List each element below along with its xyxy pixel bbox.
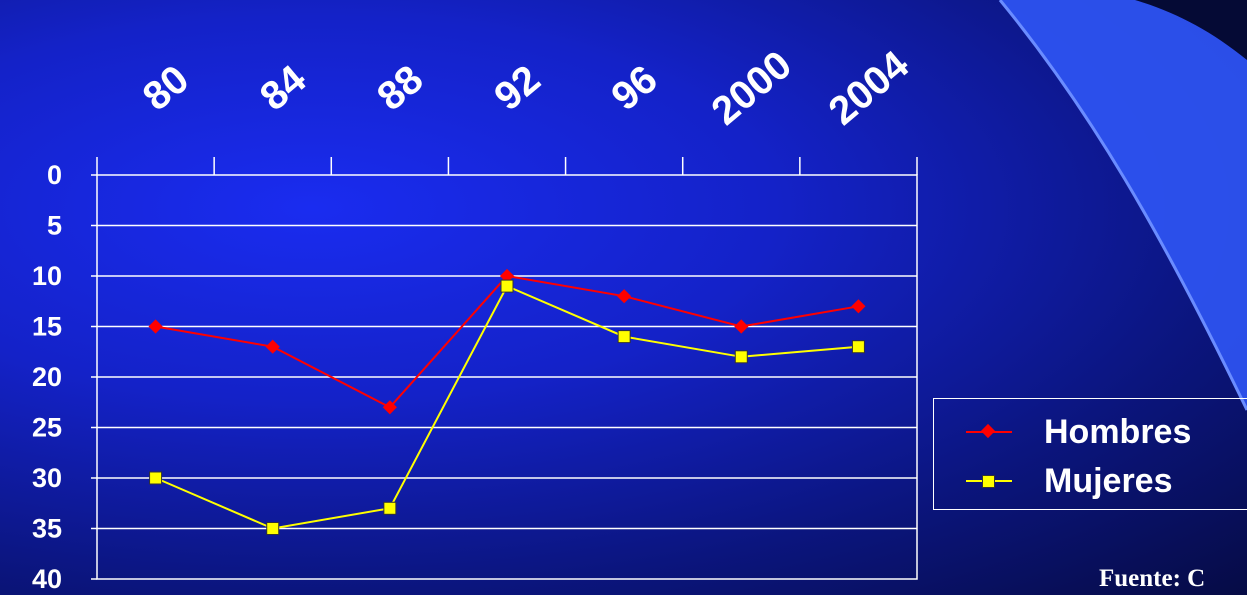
data-point-hombres [499,268,515,284]
data-point-hombres [617,289,632,304]
legend-label-hombres: Hombres [1044,413,1192,451]
y-tick-label: 20 [32,362,62,392]
deco-dark-wedge [1135,0,1247,60]
y-tick-label: 35 [32,514,62,544]
data-point-mujeres [734,350,748,364]
data-point-hombres [382,400,397,415]
data-point-hombres [148,319,163,334]
data-series [148,268,866,535]
data-point-hombres [734,319,749,334]
series-line-mujeres [155,284,859,530]
y-tick-label: 40 [32,564,62,594]
x-tick-label: 2000 [703,43,799,134]
legend-item-hombres: Hombres [934,410,1247,454]
y-tick-label: 30 [32,463,62,493]
data-point-mujeres [383,501,397,515]
data-point-hombres [265,339,280,354]
data-point-mujeres [617,330,631,344]
legend-item-mujeres: Mujeres [934,459,1247,503]
chart-legend: Hombres Mujeres [933,398,1247,510]
data-point-hombres [851,299,866,314]
x-tick-label: 92 [486,57,548,119]
y-tick-label: 10 [32,261,62,291]
series-line-hombres [155,274,859,409]
y-tick-label: 15 [32,312,62,342]
x-tick-label: 2004 [821,42,918,133]
x-tick-label: 96 [603,57,665,119]
x-tick-label: 88 [369,57,431,119]
legend-square-marker-icon [982,475,995,488]
legend-label-mujeres: Mujeres [1044,462,1173,500]
data-point-mujeres [851,340,865,354]
y-tick-label: 0 [47,160,62,190]
source-note: Fuente: C [1099,565,1206,592]
y-tick-label: 5 [47,211,62,241]
x-tick-label: 80 [135,57,197,119]
y-tick-label: 25 [32,413,62,443]
legend-diamond-marker-icon [980,423,996,439]
data-point-mujeres [500,279,514,293]
x-tick-labels: 80 84 88 92 96 2000 2004 [135,42,918,133]
x-tick-label: 84 [252,56,315,119]
data-point-mujeres [149,471,163,485]
y-tick-labels: 0 5 10 15 20 25 30 35 40 [32,160,62,594]
chart-axes [91,157,918,580]
deco-curve-highlight [998,0,1247,411]
data-point-mujeres [266,522,280,535]
deco-curve-shape [1000,0,1247,410]
